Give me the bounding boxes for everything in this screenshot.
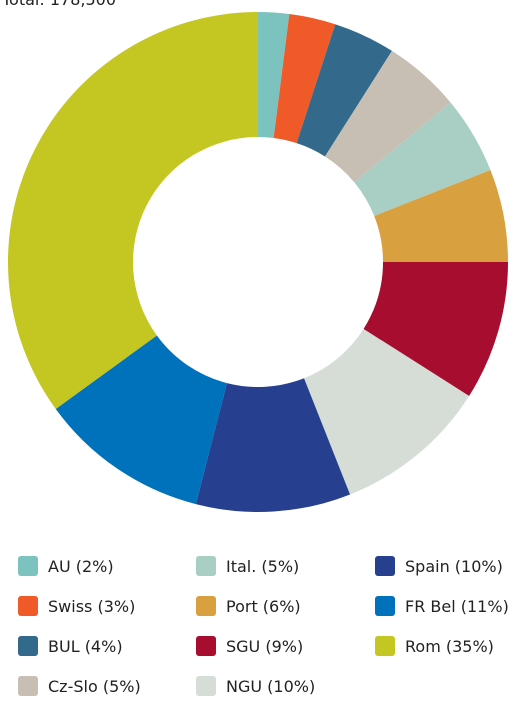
chart-title: Total: 178,500 bbox=[1, 0, 116, 9]
legend-label: SGU (9%) bbox=[226, 637, 303, 656]
slice bbox=[363, 262, 508, 396]
legend-swatch bbox=[18, 636, 38, 656]
legend-label: AU (2%) bbox=[48, 557, 114, 576]
legend-label: Port (6%) bbox=[226, 597, 301, 616]
slice bbox=[195, 378, 351, 512]
legend-label: Cz-Slo (5%) bbox=[48, 677, 141, 696]
legend-swatch bbox=[196, 596, 216, 616]
legend-label: NGU (10%) bbox=[226, 677, 315, 696]
legend-label: Rom (35%) bbox=[405, 637, 494, 656]
slice bbox=[55, 335, 227, 505]
legend-label: Ital. (5%) bbox=[226, 557, 299, 576]
slice bbox=[324, 50, 451, 183]
legend-label: BUL (4%) bbox=[48, 637, 123, 656]
legend-swatch bbox=[18, 676, 38, 696]
legend-label: Swiss (3%) bbox=[48, 597, 135, 616]
legend-swatch bbox=[18, 556, 38, 576]
legend-label: FR Bel (11%) bbox=[405, 597, 509, 616]
slice bbox=[354, 102, 491, 216]
legend-label: Spain (10%) bbox=[405, 557, 503, 576]
slice bbox=[374, 169, 508, 262]
slice bbox=[258, 12, 290, 138]
legend-swatch bbox=[375, 596, 395, 616]
slice bbox=[273, 13, 336, 144]
legend-swatch bbox=[375, 556, 395, 576]
slice bbox=[296, 24, 392, 157]
slice bbox=[304, 328, 470, 495]
slice bbox=[7, 12, 259, 409]
legend-swatch bbox=[196, 636, 216, 656]
legend-swatch bbox=[196, 556, 216, 576]
legend-swatch bbox=[18, 596, 38, 616]
legend-swatch bbox=[196, 676, 216, 696]
legend-swatch bbox=[375, 636, 395, 656]
